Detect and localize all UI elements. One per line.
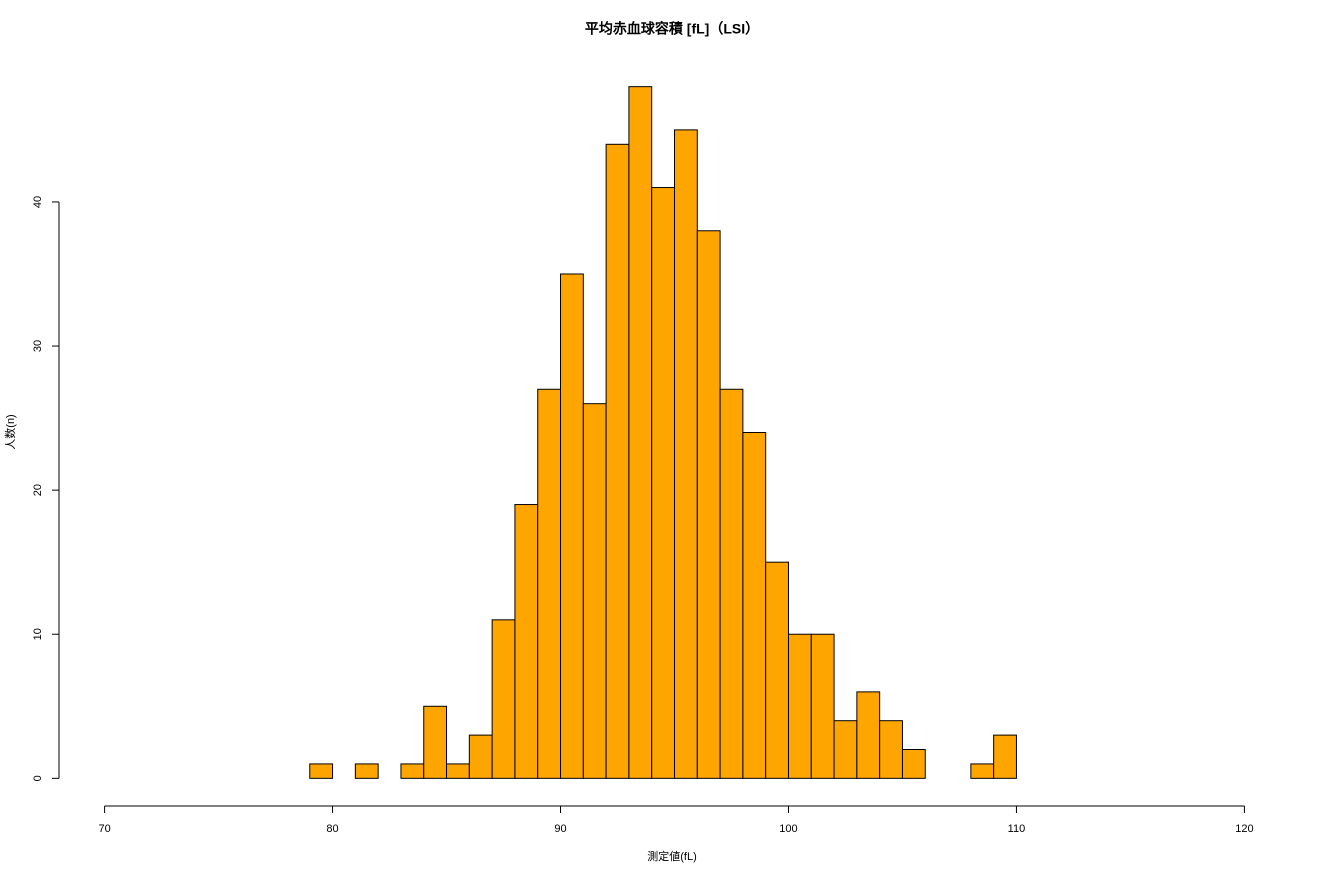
bar (514, 504, 539, 779)
bar (901, 749, 926, 779)
bar (696, 230, 721, 779)
bar (719, 388, 744, 779)
x-tick-label: 70 (98, 823, 110, 835)
y-axis-label: 人数(n) (4, 414, 17, 449)
bar (491, 619, 516, 779)
bar (354, 763, 379, 779)
bar (833, 720, 858, 779)
bar (879, 720, 903, 779)
bar (537, 388, 562, 779)
bar (582, 403, 607, 779)
bar (468, 734, 493, 779)
bar (446, 763, 470, 779)
chart-title: 平均赤血球容積 [fL]（LSI） (585, 21, 759, 37)
bar (787, 633, 812, 779)
x-tick-label: 80 (326, 823, 338, 835)
x-tick-label: 90 (554, 823, 566, 835)
x-tick-label: 120 (1235, 823, 1253, 835)
y-tick-label: 0 (32, 775, 44, 781)
y-tick-label: 10 (32, 628, 44, 640)
bar (309, 763, 334, 779)
bar (605, 143, 630, 779)
bar (856, 691, 881, 779)
bar (970, 763, 995, 779)
bar (423, 705, 448, 779)
x-tick-label: 110 (1008, 823, 1026, 835)
bar (651, 187, 675, 779)
bar (993, 734, 1017, 779)
y-tick-label: 30 (32, 340, 44, 352)
bar (400, 763, 425, 779)
bar (560, 273, 584, 779)
y-tick-label: 20 (32, 484, 44, 496)
y-tick-label: 40 (32, 196, 44, 208)
x-axis-label: 測定値(fL) (647, 849, 697, 863)
bar (628, 86, 653, 779)
bar (810, 633, 835, 779)
bar (765, 561, 789, 779)
x-tick-label: 100 (779, 823, 797, 835)
bar (742, 432, 767, 779)
bar (674, 129, 698, 779)
